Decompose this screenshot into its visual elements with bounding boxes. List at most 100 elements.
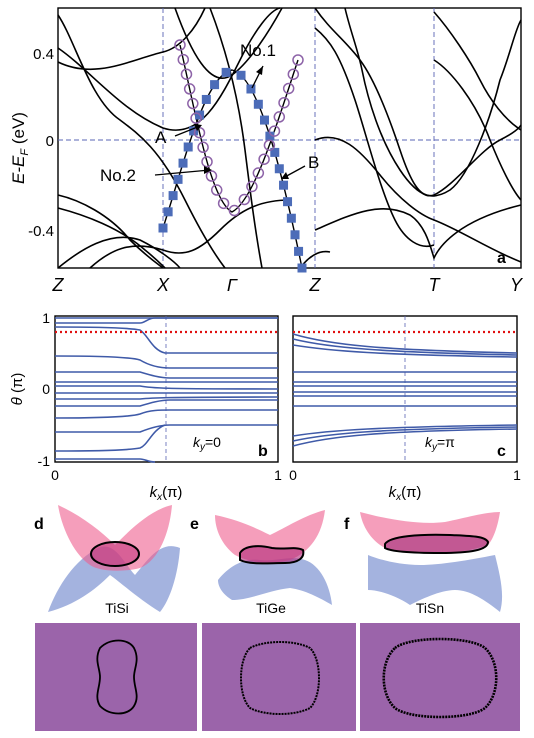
wilson-line (54, 424, 166, 452)
circle-marker (278, 96, 290, 109)
xlabel-b-unit: (π) (162, 484, 182, 501)
square-tisi (35, 623, 197, 731)
square-marker (259, 115, 269, 125)
circle-marker (177, 53, 190, 66)
square-marker (283, 197, 293, 207)
label-no1: No.1 (240, 41, 276, 60)
band-line (57, 194, 164, 269)
ylabel-main: E-E (9, 155, 28, 184)
square-marker (189, 126, 199, 136)
circle-marker (217, 197, 230, 210)
ytick-0: 0 (46, 133, 54, 150)
ylabel-sub: F (19, 148, 31, 156)
wilson-line (55, 424, 278, 433)
no1-square-markers (158, 67, 307, 273)
ytick-b-neg1: -1 (38, 453, 51, 469)
panel-letter-f: f (344, 516, 350, 533)
wilson-line (55, 317, 278, 324)
surface-plots: d TiSi e TiGe f TiSn (34, 505, 503, 616)
surface-e-loop (239, 545, 305, 565)
panel-b-xlabel: kx(π) (150, 484, 183, 503)
band-line (314, 27, 435, 247)
band-line (57, 7, 206, 71)
band-line (433, 59, 522, 201)
wilson-line (54, 409, 278, 419)
band-line (57, 14, 226, 269)
wilson-line (292, 333, 518, 354)
note-c-sub: y (431, 442, 438, 453)
label-no2: No.2 (100, 166, 136, 185)
square-marker (201, 94, 211, 104)
band-line (174, 7, 283, 79)
panel-letter-c: c (497, 443, 506, 460)
kpoint-t: T (429, 275, 442, 295)
panel-a-ylabel: E-EF (eV) (9, 112, 31, 184)
xlabel-c-sub: x (395, 492, 402, 503)
panel-c-xlabel: kx(π) (389, 484, 422, 503)
square-marker (183, 142, 193, 152)
square-marker (236, 70, 246, 80)
surface-f-blue (368, 555, 503, 612)
circle-marker (190, 112, 202, 124)
xtick-b-0: 0 (51, 467, 59, 483)
square-marker (274, 164, 284, 174)
square-marker (210, 80, 220, 90)
square-marker (221, 67, 231, 77)
kpoint-y: Y (510, 275, 524, 295)
square-marker (173, 174, 183, 184)
arrowhead (204, 166, 212, 174)
xlabel-c-main: k (389, 484, 398, 501)
circle-marker (263, 139, 276, 151)
xlabel-b-main: k (150, 484, 159, 501)
no2-circle-markers (174, 39, 304, 217)
circle-marker (201, 155, 213, 168)
surface-f-loop (384, 533, 490, 555)
square-tisn (360, 623, 520, 731)
xlabel-b-sub: x (156, 492, 163, 503)
kpoint-z-left: Z (52, 275, 65, 295)
panel-letter-e: e (190, 516, 199, 533)
ytick-neg-0-4: -0.4 (28, 223, 54, 240)
wilson-line (292, 338, 518, 356)
square-marker (270, 147, 280, 157)
wilson-line (55, 396, 279, 400)
nodal-loop-squares (35, 623, 520, 731)
band-line (314, 7, 522, 197)
square-tisi-bg (35, 623, 197, 731)
circle-marker (273, 111, 286, 123)
circle-marker (246, 180, 258, 193)
loop-tisn (382, 637, 498, 719)
square-marker (178, 158, 188, 168)
circle-marker (292, 54, 304, 66)
square-marker (253, 99, 263, 109)
label-tige: TiGe (256, 600, 286, 616)
circle-marker (174, 39, 186, 51)
square-marker (297, 263, 307, 273)
circle-marker (258, 153, 270, 165)
panel-letter-d: d (34, 516, 44, 533)
circle-marker (187, 97, 199, 110)
ytick-b-1: 1 (42, 310, 50, 326)
surface-d-loop (90, 541, 140, 567)
arrowhead (256, 66, 263, 75)
panel-c-wilson-loop: 0 1 kx(π) ky=π c (289, 315, 521, 503)
ytick-0-4: 0.4 (33, 46, 54, 63)
note-b-sub: y (199, 442, 206, 453)
circle-marker (205, 170, 218, 182)
panel-a-guides (58, 8, 521, 268)
surface-e-tige: e TiGe (190, 510, 332, 616)
surface-e-blue (218, 558, 332, 605)
square-marker (163, 207, 173, 217)
label-a: A (155, 128, 167, 147)
arrow-heads (194, 66, 289, 179)
wilson-line (292, 344, 518, 358)
band-line (344, 7, 522, 197)
surface-d-pink (58, 505, 172, 571)
wilson-curves-b (54, 317, 279, 463)
band-curves (57, 7, 522, 269)
square-marker (294, 246, 304, 256)
note-c-value: =π (437, 434, 455, 450)
circle-marker (287, 68, 300, 80)
circle-marker (282, 82, 295, 95)
